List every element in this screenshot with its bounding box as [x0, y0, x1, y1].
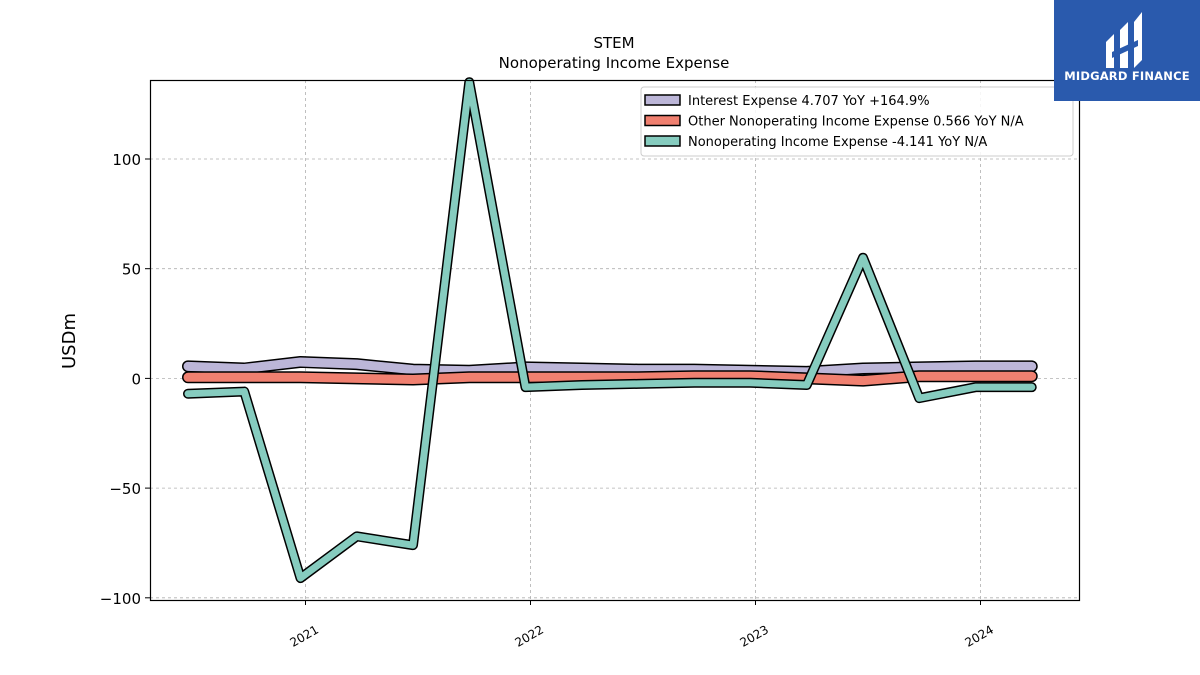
legend-box	[640, 86, 1074, 157]
x-tick-label: 2022	[513, 622, 546, 649]
series-line	[183, 357, 1037, 377]
brand-name: MIDGARD FINANCE	[1064, 69, 1190, 83]
midgard-logo-icon	[1106, 12, 1142, 68]
legend-label: Nonoperating Income Expense -4.141 YoY N…	[688, 135, 987, 150]
x-tick-label: 2023	[738, 622, 771, 649]
series-line	[183, 371, 1037, 386]
axis-ticks: 100 50 0 −50 −100 2021 2022 2023 2024	[100, 151, 996, 650]
grid	[150, 80, 1080, 600]
series-line	[184, 78, 1036, 582]
y-tick-label: −50	[109, 480, 141, 498]
y-axis-label: USDm	[59, 313, 80, 369]
x-tick-label: 2024	[963, 622, 996, 649]
series-lines	[183, 77, 1037, 584]
plot-frame	[149, 79, 1081, 602]
legend-swatch	[644, 114, 681, 127]
legend-swatch	[644, 135, 681, 147]
series-bands	[182, 355, 1038, 387]
brand-logo: MIDGARD FINANCE	[1054, 0, 1200, 101]
y-tick-label: 50	[122, 261, 141, 279]
legend-swatch	[644, 94, 681, 106]
x-tick-label: 2021	[288, 622, 321, 649]
y-tick-label: 0	[131, 370, 141, 388]
series-outline	[183, 77, 1037, 584]
legend-label: Interest Expense 4.707 YoY +164.9%	[688, 94, 930, 109]
y-tick-label: 100	[112, 151, 141, 169]
chart-title: STEM	[593, 34, 634, 52]
chart-subtitle: Nonoperating Income Expense	[499, 54, 730, 72]
y-tick-label: −100	[100, 590, 141, 608]
legend: Interest Expense 4.707 YoY +164.9% Other …	[640, 86, 1074, 157]
legend-label: Other Nonoperating Income Expense 0.566 …	[688, 115, 1024, 130]
